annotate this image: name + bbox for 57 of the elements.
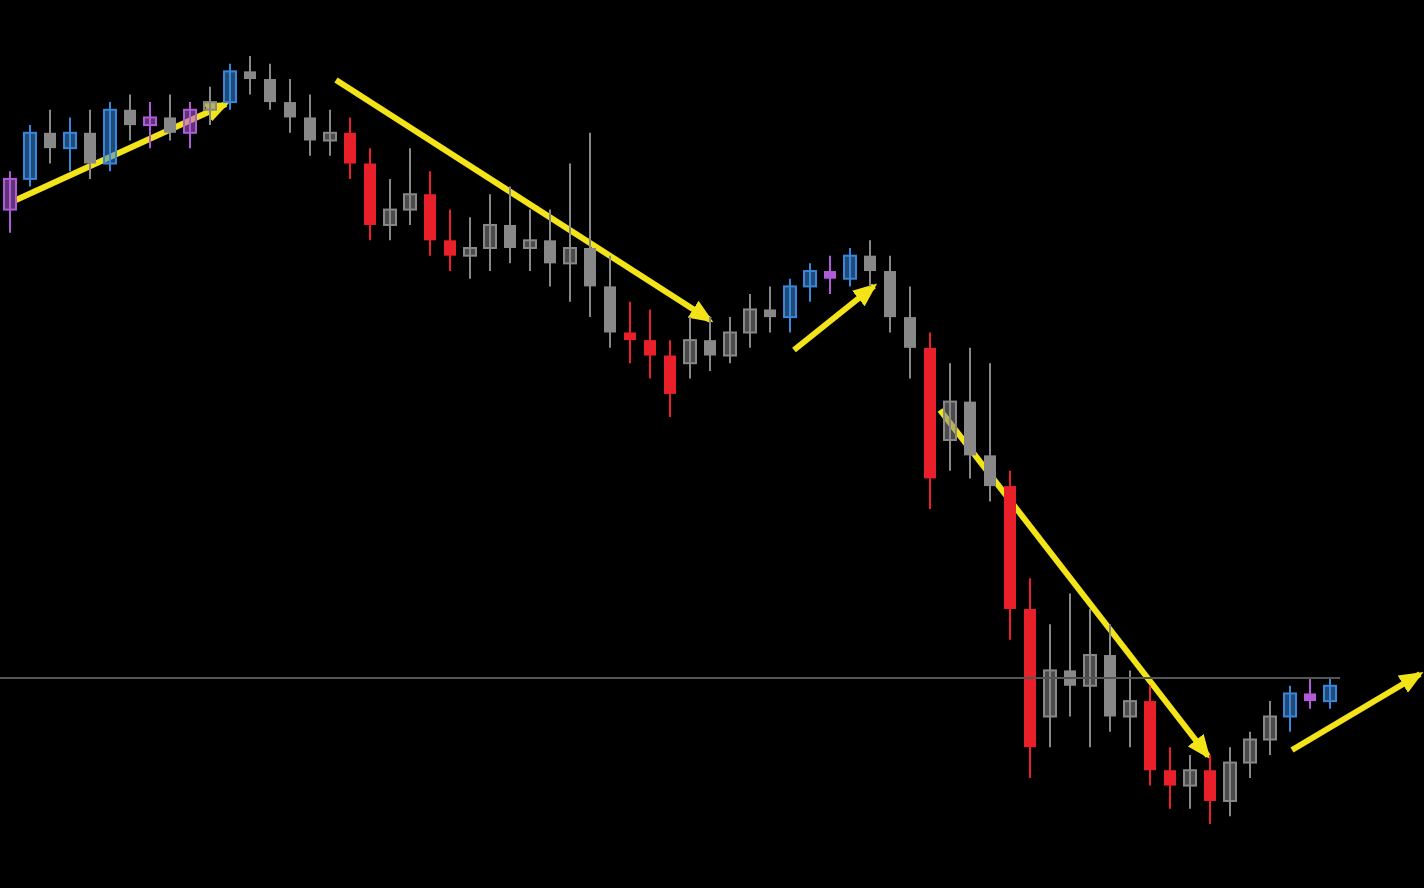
candlestick [504,185,516,265]
candlestick [584,131,596,319]
candlestick [783,277,797,334]
candlestick [764,285,776,334]
candlestick [523,208,537,273]
candlestick [3,170,17,234]
candlestick [483,193,497,273]
candlestick [864,239,876,288]
candlestick [1223,746,1237,818]
candlestick [704,316,716,372]
candlestick [223,62,237,111]
candlestick [1083,607,1097,749]
candlestick [1123,669,1137,749]
candlestick [604,254,616,349]
candlestick [624,300,636,365]
candlestick [84,108,96,180]
candlestick [904,285,916,380]
candlestick [344,116,356,180]
candlestick [383,177,397,242]
candlestick [63,116,77,173]
candlestick [683,316,697,380]
candlestick [124,93,136,142]
candlestick [403,147,417,226]
candlestick [743,293,757,349]
candlestick [824,254,836,296]
candlestick [1243,730,1257,779]
candlestick [463,216,477,280]
candlestick [1064,592,1076,718]
candlestick [304,93,316,157]
candlestick [164,93,176,142]
candlestick [884,254,896,334]
candlestick [284,78,296,134]
candlestick [1283,684,1297,733]
candlestick [143,101,157,150]
candlestick [103,101,117,173]
candlestick [424,170,436,257]
candlestick [1164,746,1176,810]
candlestick [1304,677,1316,710]
candlestick [644,308,656,380]
candlestick [323,108,337,157]
candlestick [984,362,996,503]
candlestick [264,62,276,111]
candlestick [1183,753,1197,810]
candlestick [563,162,577,303]
candlestick [1263,700,1277,756]
candlestick [244,56,256,96]
candlestick [44,108,56,165]
candlestick [1043,623,1057,749]
candlestick [1323,677,1337,710]
candlestick [803,262,817,303]
candlestick [444,208,456,273]
candlestick [1204,753,1216,824]
candlestick [23,124,37,188]
candlestick [723,316,737,365]
candlestick [664,339,676,418]
candlestick [544,208,556,288]
candlestick [843,247,857,288]
